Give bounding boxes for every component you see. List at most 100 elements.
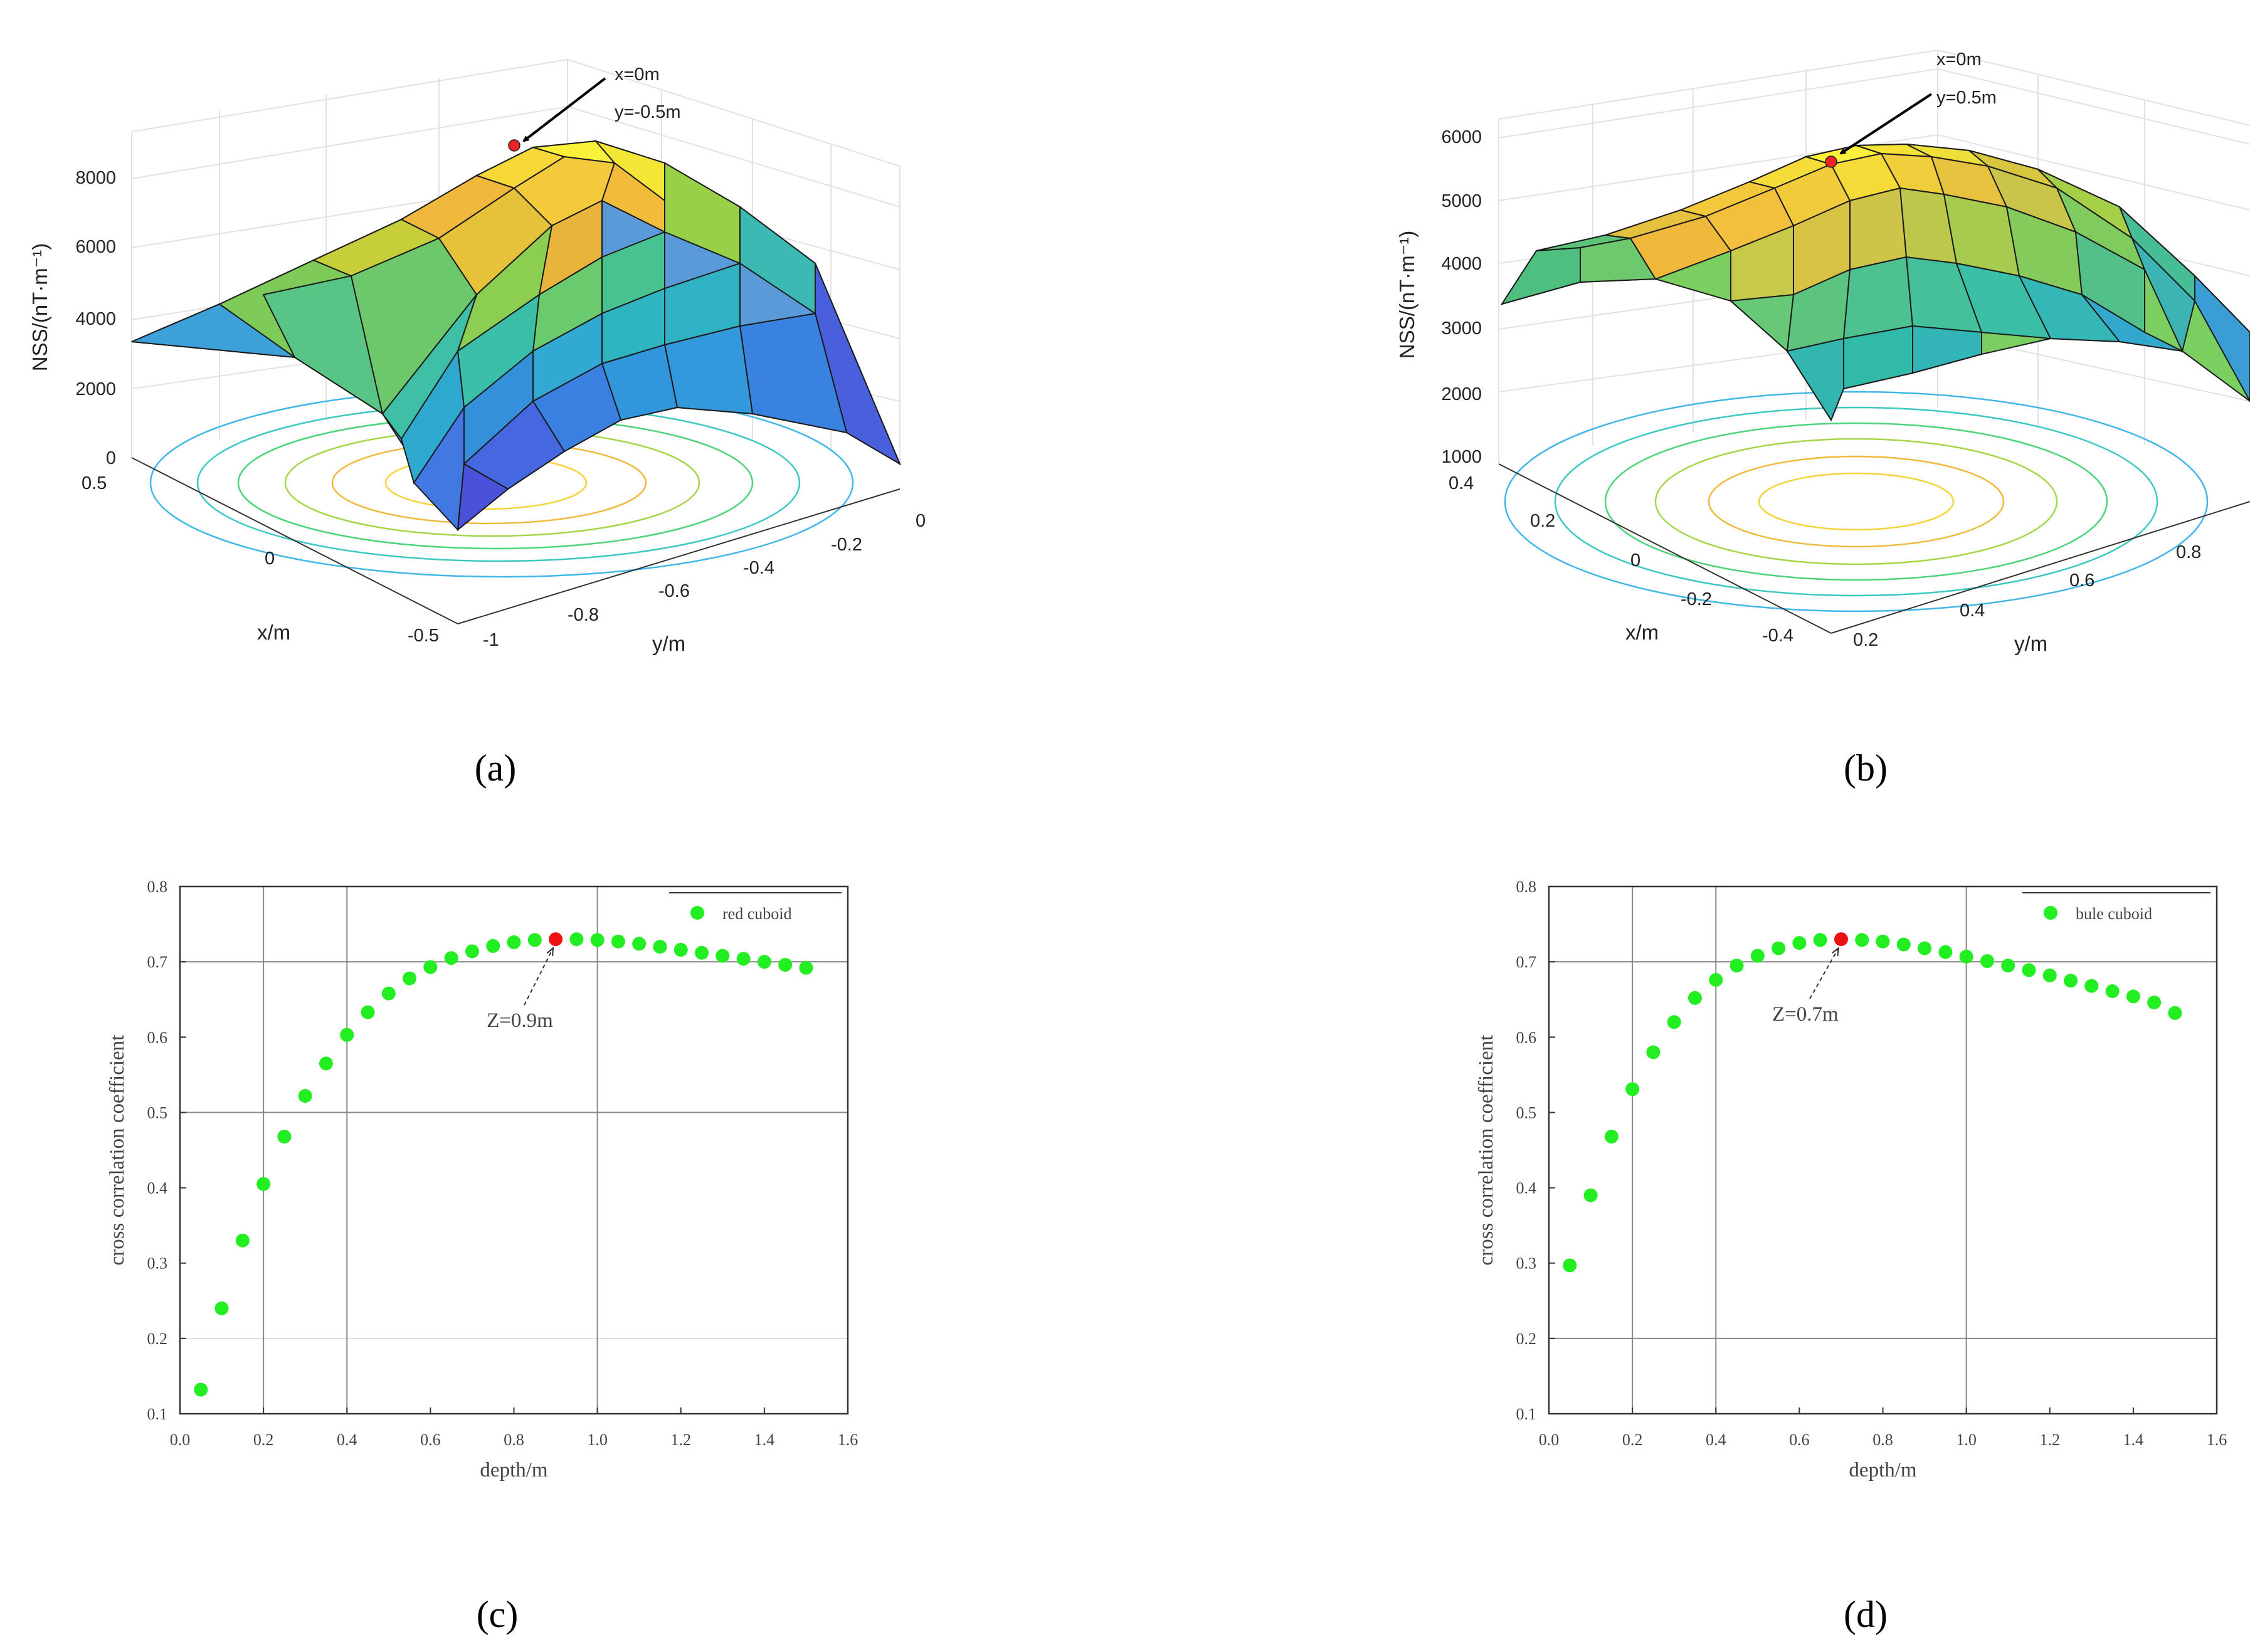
panel-c-scatter: 0.0 0.2 0.4 0.6 0.8 1.0 1.2 1.4 1.6 0.1 0.2 0.3 0.4 0… [106, 878, 858, 1481]
panel-d-data-point [1918, 941, 1932, 955]
panel-d-data-point [2001, 959, 2015, 973]
panel-d-xtick-label: 1.6 [2207, 1431, 2227, 1449]
panel-d-data-point [1792, 936, 1807, 950]
panel-d-data-point [1604, 1129, 1619, 1144]
panel-d-ytick-label: 0.6 [1516, 1028, 1537, 1046]
panel-d-legend-marker [2044, 906, 2057, 920]
panel-d-plot-frame [1548, 885, 2218, 1415]
panel-d-ytick-label: 0.5 [1516, 1103, 1537, 1122]
panel-b-x-label: x/m [1625, 621, 1659, 644]
panel-c-data-point [235, 1233, 250, 1248]
panel-d-data-point [1688, 991, 1702, 1005]
panel-d-highlight-point [1834, 932, 1848, 947]
panel-b-ztick: 4000 [1441, 254, 1482, 274]
panel-b-z-ticks: 1000 2000 3000 4000 5000 6000 [1441, 127, 1482, 467]
panel-b-ztick: 2000 [1441, 384, 1482, 404]
panel-c-data-point [214, 1301, 229, 1315]
panel-d-data-point [2147, 996, 2162, 1010]
panel-d-xtick-label: 0.0 [1539, 1431, 1560, 1449]
panel-c-data-point [298, 1088, 312, 1103]
panel-d-data-point [1938, 945, 1953, 959]
panel-d-data-point [2105, 984, 2120, 998]
panel-d-data-point [2126, 989, 2140, 1004]
panel-d-xtick-label: 1.4 [2123, 1431, 2144, 1449]
panel-c-data-point [403, 971, 417, 986]
panel-c-xtick-label: 1.4 [754, 1431, 775, 1449]
panel-d-data-point [1959, 949, 1973, 964]
panel-d-annotation-label: Z=0.7m [1772, 1003, 1839, 1026]
panel-d-data-point [2064, 974, 2078, 988]
panel-a-ytick: -1 [483, 630, 499, 650]
panel-a-label: (a) [475, 747, 517, 789]
panel-a-ytick: -0.4 [743, 558, 774, 578]
panel-b-xtick: -0.2 [1681, 589, 1712, 609]
panel-b-floor-axes [1498, 463, 2250, 634]
panel-d-data-point [1813, 933, 1827, 947]
panel-c-ytick-label: 0.7 [147, 953, 168, 971]
panel-d-data-point [1980, 954, 1994, 968]
panel-b-xtick: 0 [1630, 550, 1640, 571]
panel-c-data-point [486, 939, 500, 953]
panel-a-floor-axes [131, 457, 901, 624]
panel-b-ytick: 0.6 [2069, 571, 2094, 591]
panel-a-ztick: 2000 [75, 379, 116, 399]
panel-b-z-label: NSS/(nT·m⁻¹) [1395, 231, 1418, 359]
panel-c-annotation-label: Z=0.9m [487, 1009, 553, 1032]
panel-c-data-point [653, 940, 667, 954]
panel-d-data-point [1563, 1258, 1577, 1273]
panel-a-ztick: 8000 [75, 168, 116, 188]
panel-c-ytick-label: 0.6 [147, 1028, 168, 1046]
panel-c-ytick-label: 0.4 [147, 1179, 168, 1197]
panel-b-ztick: 3000 [1441, 318, 1482, 339]
panel-a-ztick: 6000 [75, 237, 116, 257]
panel-d-xtick-label: 0.8 [1872, 1431, 1893, 1449]
panel-c-xtick-label: 1.2 [671, 1431, 692, 1449]
panel-a-xtick: 0.5 [82, 473, 107, 493]
panel-c-data-point [340, 1028, 354, 1042]
panel-a-z-label: NSS/(nT·m⁻¹) [28, 243, 51, 371]
panel-b-ztick: 6000 [1441, 127, 1482, 147]
panel-c-ytick-label: 0.8 [147, 878, 168, 896]
panel-a-ytick: 0 [916, 511, 926, 531]
panel-c-data-point [590, 933, 605, 947]
panel-c-data-point [361, 1005, 375, 1019]
panel-d-xtick-label: 1.0 [1956, 1431, 1977, 1449]
panel-d-data-point [1646, 1045, 1661, 1060]
panel-c-data-point [757, 955, 771, 969]
panel-c-data-point [778, 957, 793, 972]
panel-b-ytick: 0.2 [1853, 630, 1878, 650]
panel-c-data-point [465, 944, 479, 959]
panel-a-xtick: 0 [265, 549, 275, 569]
panel-d-ytick-label: 0.4 [1516, 1179, 1537, 1197]
panel-d-data-point [1667, 1015, 1681, 1029]
panel-b-ytick: 0.4 [1960, 601, 1985, 621]
panel-a-surface-mesh [131, 139, 902, 532]
panel-d-ytick-label: 0.3 [1516, 1255, 1537, 1273]
panel-b-peak-marker [1825, 155, 1837, 168]
panel-c-data-point [632, 937, 647, 951]
panel-c-data-point [381, 986, 396, 1001]
panel-c-data-point [569, 932, 584, 947]
panel-b-ztick: 1000 [1441, 447, 1482, 467]
panel-d-xtick-label: 1.2 [2040, 1431, 2061, 1449]
panel-d-legend-label: bule cuboid [2076, 905, 2152, 923]
panel-a-ytick: -0.6 [658, 581, 690, 601]
panel-c-label: (c) [477, 1594, 519, 1635]
panel-d-data-point [1876, 934, 1890, 949]
panel-a-ytick: -0.8 [568, 605, 599, 625]
panel-c-xtick-label: 0.0 [170, 1431, 191, 1449]
panel-a-ytick: -0.2 [831, 535, 862, 555]
panel-a-ztick: 0 [106, 448, 116, 468]
panel-c-ytick-label: 0.3 [147, 1255, 168, 1273]
panel-d-data-point [1772, 941, 1786, 955]
panel-a-y-label: y/m [652, 632, 685, 655]
panel-c-x-label: depth/m [480, 1459, 547, 1481]
panel-a-xtick: -0.5 [408, 626, 439, 646]
panel-d-data-point [1709, 972, 1723, 987]
panel-c-y-label: cross correlation coefficient [106, 1035, 129, 1266]
panel-c-annotation-arrow [524, 948, 553, 1006]
panel-c-data-point [423, 960, 438, 974]
panel-c-xtick-label: 1.0 [587, 1431, 608, 1449]
panel-c-data-point [673, 942, 688, 957]
panel-c-data-point [799, 960, 813, 975]
